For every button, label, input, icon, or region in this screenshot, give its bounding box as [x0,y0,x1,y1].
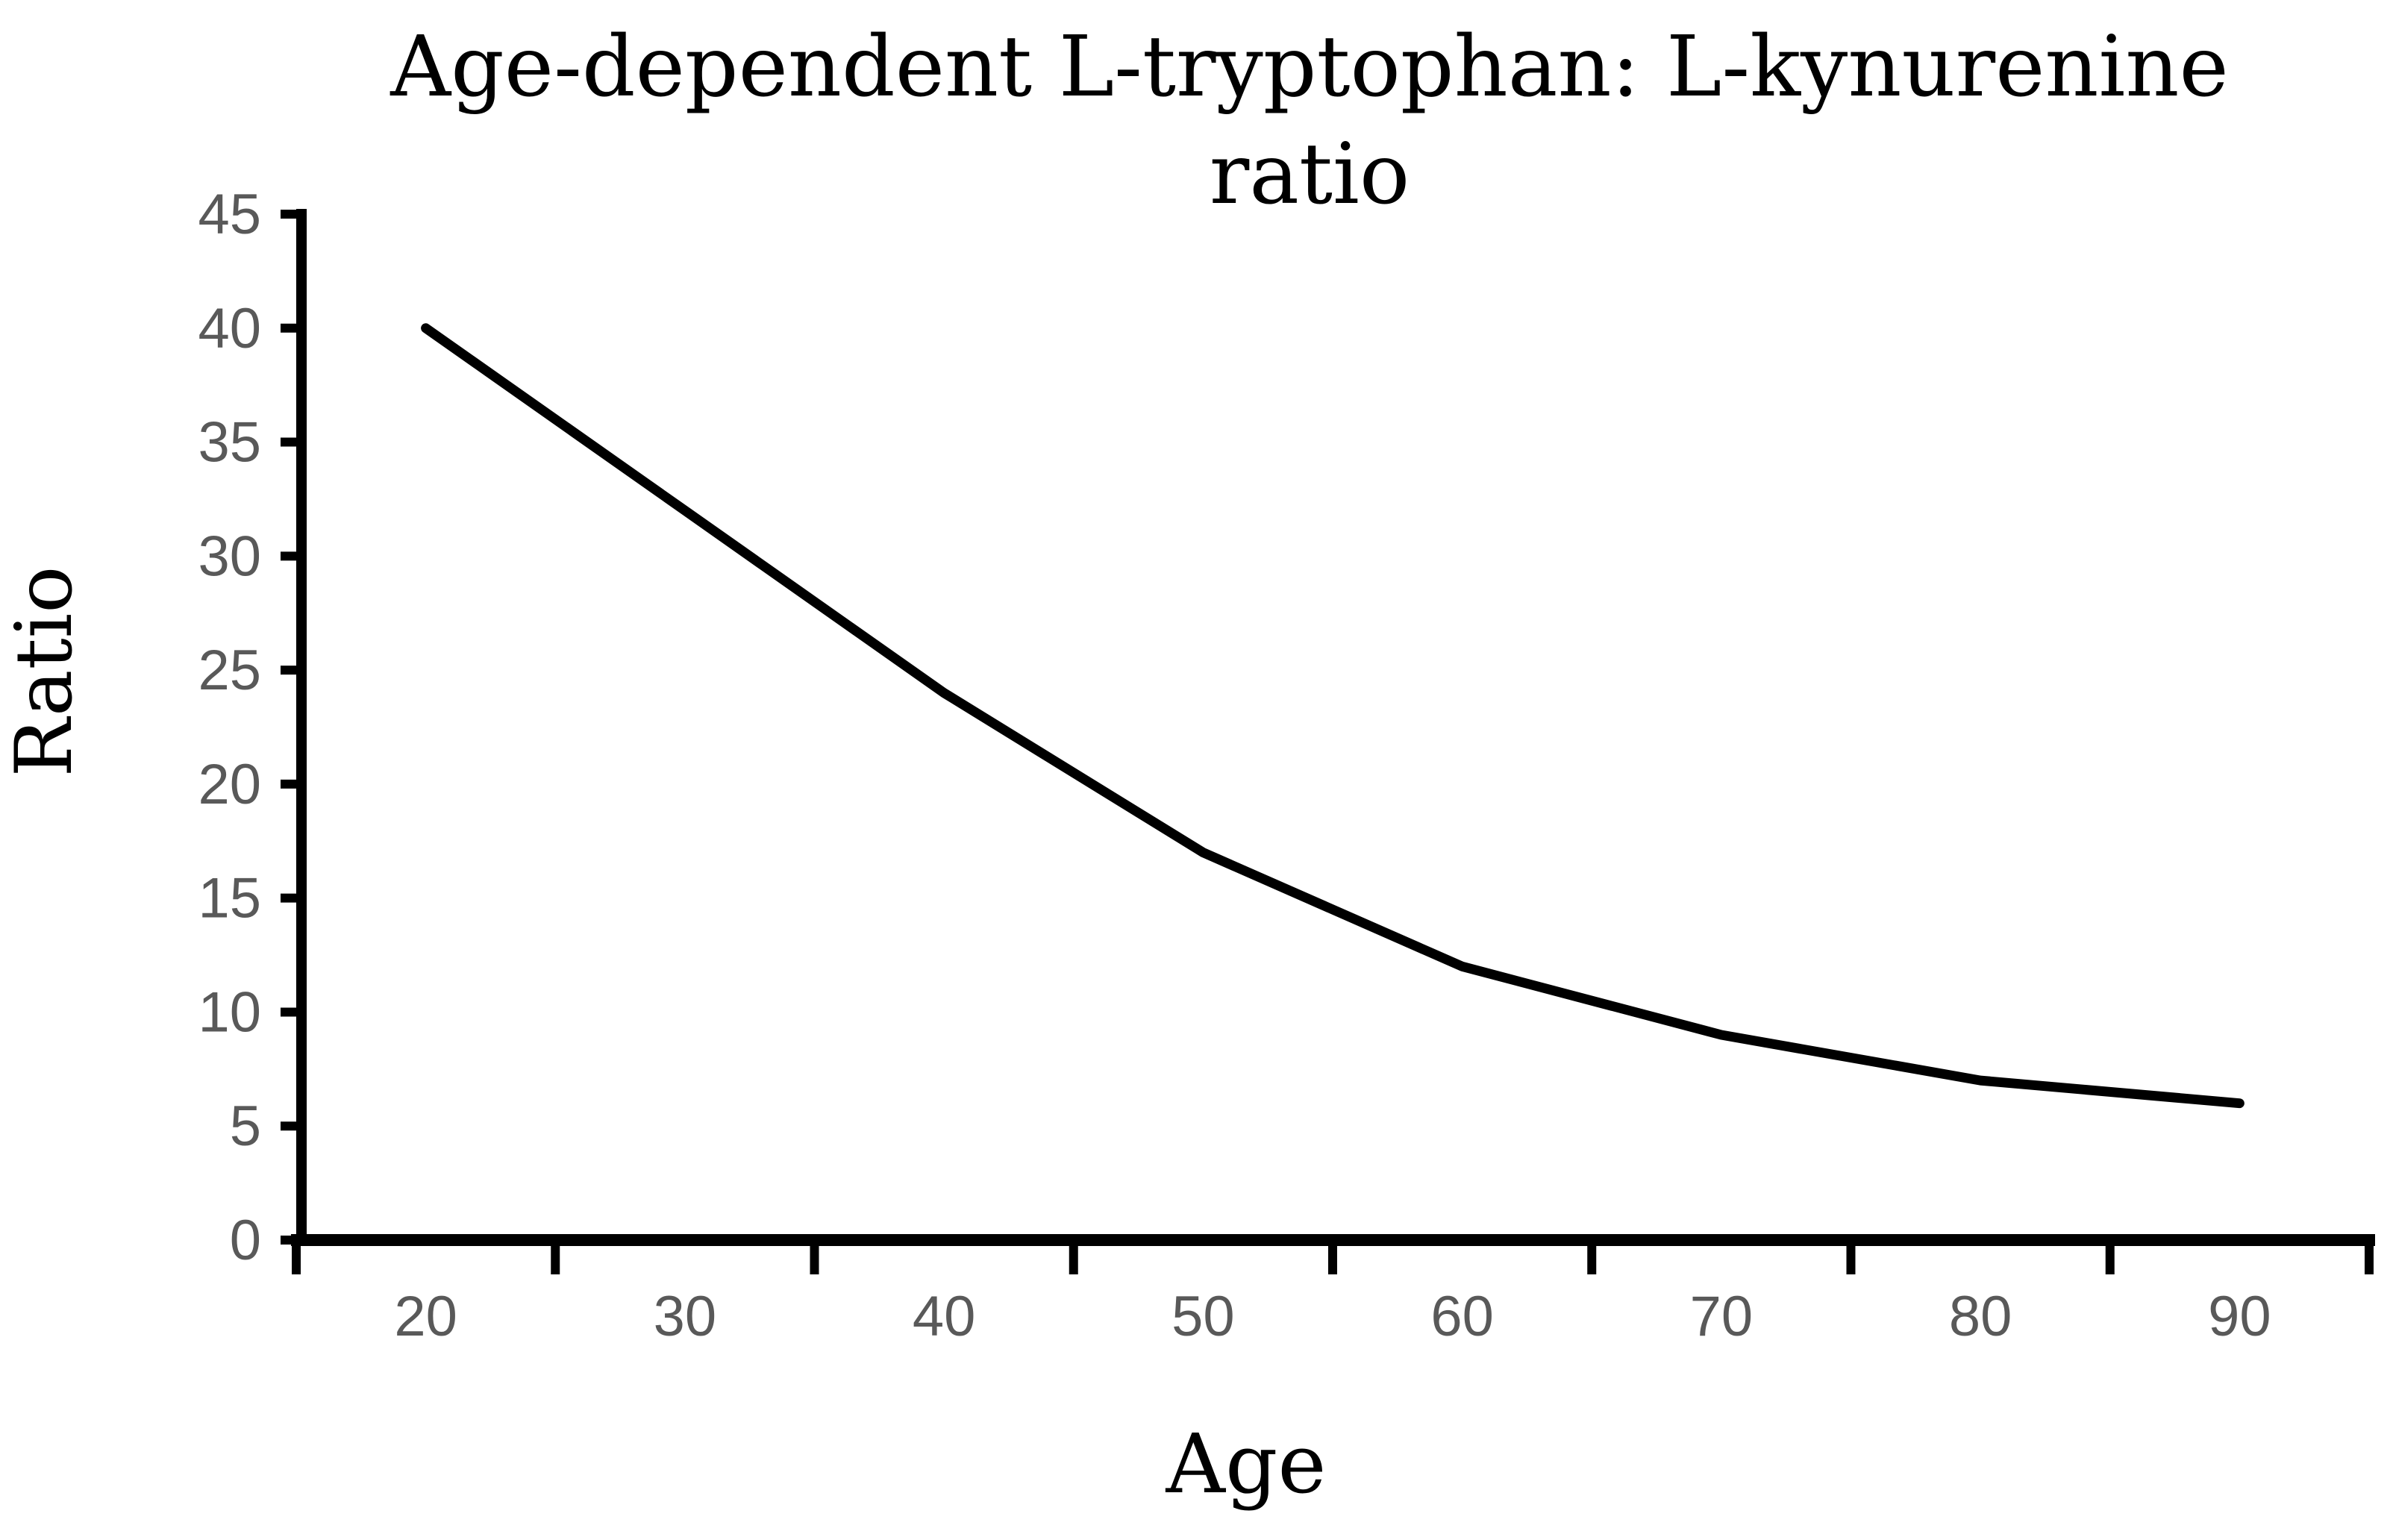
y-tick-label: 0 [230,1209,261,1272]
x-tick-label: 20 [394,1285,457,1348]
y-axis-title: Ratio [0,566,90,777]
y-tick-label: 30 [198,525,261,588]
y-tick-label: 20 [198,753,261,816]
y-tick-label: 45 [198,183,261,246]
ratio-line-series [421,323,2244,1109]
x-tick-label: 70 [1690,1285,1754,1348]
x-tick-label: 50 [1171,1285,1235,1348]
y-tick-label: 35 [198,411,261,475]
x-tick-label: 90 [2208,1285,2271,1348]
y-tick-label: 15 [198,867,261,930]
x-tick-label: 60 [1430,1285,1494,1348]
x-tick-label: 40 [913,1285,976,1348]
y-tick-label: 40 [198,297,261,360]
y-tick-label: 5 [230,1095,261,1158]
x-tick-label: 30 [654,1285,717,1348]
x-axis-title: Age [1166,1416,1327,1512]
chart-title-line1: Age-dependent L-tryptophan: L-kynurenine [390,19,2229,116]
chart-title-line2: ratio [1210,126,1410,223]
y-tick-label: 10 [198,980,261,1044]
x-tick-label: 80 [1949,1285,2012,1348]
y-tick-label: 25 [198,639,261,702]
